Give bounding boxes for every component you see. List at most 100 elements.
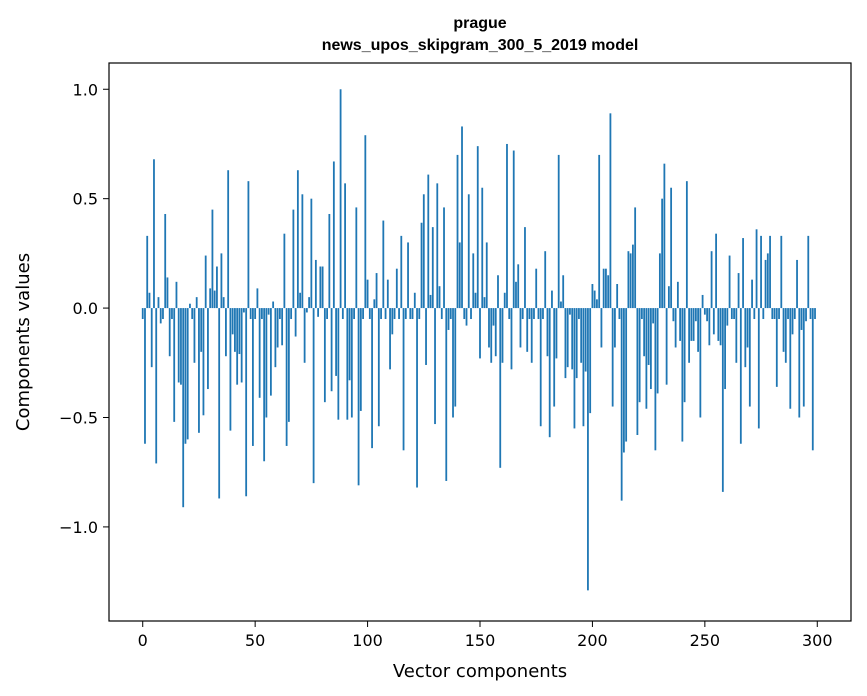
- bar: [676, 281, 679, 309]
- bar: [683, 308, 686, 403]
- bar: [276, 308, 279, 348]
- bar: [555, 308, 558, 359]
- y-tick-label: −1.0: [59, 518, 98, 537]
- bar: [245, 308, 248, 497]
- bar: [582, 308, 585, 427]
- bar: [735, 308, 738, 363]
- bar: [667, 286, 670, 309]
- bar: [699, 308, 702, 418]
- bar: [263, 308, 266, 462]
- bar: [332, 161, 335, 309]
- bar: [587, 308, 589, 591]
- bar: [773, 308, 776, 320]
- bar: [157, 297, 160, 309]
- x-tick-label: 300: [802, 631, 833, 650]
- bar: [769, 235, 771, 309]
- bar: [389, 308, 391, 370]
- bar: [272, 301, 275, 309]
- bar: [503, 292, 506, 309]
- bar: [240, 308, 243, 383]
- bar: [292, 209, 295, 309]
- bar: [373, 299, 376, 309]
- bar: [146, 235, 149, 309]
- bar: [171, 308, 173, 320]
- bar: [380, 308, 382, 320]
- bar: [665, 308, 668, 385]
- bar: [557, 154, 560, 309]
- bar: [150, 308, 153, 368]
- bar: [281, 308, 284, 346]
- bar: [811, 308, 814, 451]
- bar: [162, 308, 164, 320]
- bar: [449, 308, 452, 320]
- bar: [438, 286, 441, 309]
- bar: [614, 308, 616, 348]
- bar: [195, 297, 198, 309]
- bar: [249, 308, 252, 320]
- bar: [616, 284, 619, 309]
- bar: [807, 235, 810, 309]
- bar: [398, 308, 400, 320]
- bar: [571, 308, 574, 370]
- bar: [688, 308, 691, 363]
- bar: [337, 308, 340, 420]
- bar: [443, 207, 445, 309]
- bar: [515, 281, 517, 309]
- bar: [346, 308, 349, 420]
- bar: [254, 308, 257, 320]
- bar: [314, 259, 317, 309]
- bar: [227, 170, 230, 309]
- x-tick-label: 200: [577, 631, 608, 650]
- bar: [526, 308, 529, 352]
- bar: [492, 308, 495, 326]
- bar: [609, 113, 612, 309]
- bar: [339, 89, 342, 309]
- bar: [470, 308, 472, 320]
- bar: [422, 194, 425, 309]
- x-tick-label: 0: [138, 631, 148, 650]
- bar: [760, 235, 762, 309]
- bar: [780, 235, 783, 309]
- bar: [173, 308, 176, 422]
- bar: [391, 308, 394, 335]
- bar: [719, 308, 722, 346]
- bar: [184, 308, 187, 444]
- bar: [742, 238, 744, 309]
- bar: [656, 308, 659, 394]
- bar: [180, 308, 182, 385]
- bar: [690, 308, 693, 341]
- bar: [715, 233, 717, 309]
- bar: [753, 308, 756, 320]
- bar: [739, 308, 742, 444]
- bar: [186, 308, 189, 440]
- bar: [247, 181, 250, 309]
- bar: [474, 292, 477, 309]
- bar: [348, 308, 351, 381]
- bar: [411, 308, 414, 320]
- bar: [490, 308, 493, 363]
- bar: [605, 268, 607, 309]
- bar: [553, 308, 556, 407]
- bar: [638, 308, 641, 403]
- bar: [371, 308, 373, 449]
- bar: [497, 275, 499, 309]
- bar: [355, 207, 358, 309]
- x-tick-label: 100: [352, 631, 383, 650]
- bar: [407, 242, 409, 309]
- bar: [168, 308, 171, 357]
- bar: [440, 308, 443, 320]
- bar: [308, 297, 311, 309]
- bar: [796, 259, 798, 309]
- bar: [436, 183, 439, 309]
- bar: [294, 308, 297, 337]
- bar: [703, 308, 706, 315]
- bar: [236, 308, 239, 385]
- bar: [598, 154, 601, 309]
- bar: [285, 308, 288, 446]
- chart-subtitle: news_upos_skipgram_300_5_2019 model: [322, 37, 639, 54]
- bar: [528, 308, 531, 320]
- bar: [258, 308, 261, 398]
- bar: [386, 279, 389, 309]
- bar: [730, 308, 733, 320]
- bar: [512, 150, 515, 309]
